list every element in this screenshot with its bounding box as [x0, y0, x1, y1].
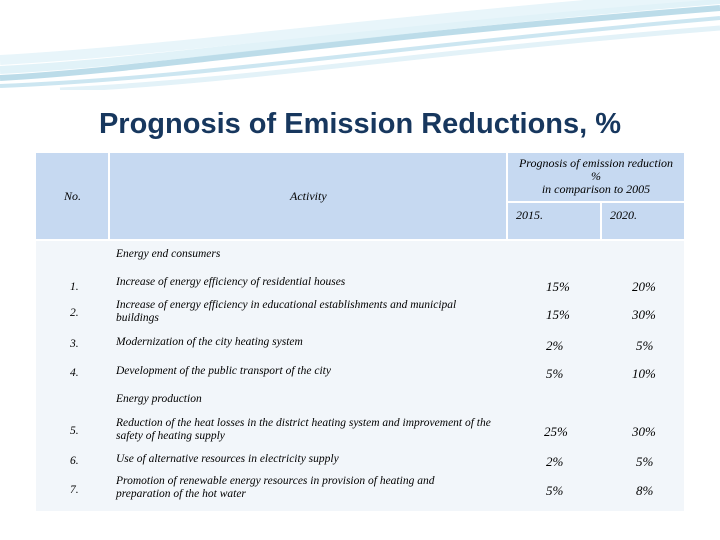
header-prognosis-line1: Prognosis of emission reduction [518, 156, 674, 170]
row-value-2020: 10% [632, 366, 656, 381]
row-value-2015: 25% [544, 424, 568, 439]
table-body-background [36, 241, 684, 511]
header-year2-cell [602, 203, 684, 239]
row-value-2020: 30% [632, 424, 656, 439]
row-activity: Reduction of the heat losses in the dist… [116, 417, 491, 442]
row-number: 4. [70, 367, 79, 379]
header-year-2015: 2015. [516, 208, 543, 222]
row-activity: Modernization of the city heating system [116, 336, 303, 348]
row-value-2015: 15% [546, 307, 570, 322]
row-value-2020: 30% [632, 307, 656, 322]
row-number: 2. [70, 307, 79, 319]
section-label-energy-end-consumers: Energy end consumers [116, 248, 221, 260]
row-value-2015: 2% [546, 454, 564, 469]
row-activity: Use of alternative resources in electric… [116, 453, 339, 465]
header-prognosis: Prognosis of emission reduction % in com… [508, 157, 684, 196]
row-activity: Increase of energy efficiency of residen… [116, 276, 346, 288]
header-no: No. [64, 189, 82, 203]
header-year-2020: 2020. [610, 208, 637, 222]
row-value-2020: 5% [636, 338, 654, 353]
header-no-cell [36, 153, 108, 239]
header-year1-cell [508, 203, 600, 239]
row-activity: Development of the public transport of t… [116, 365, 331, 377]
header-prognosis-line2: % [591, 169, 601, 183]
row-number: 3. [70, 338, 79, 350]
row-number: 6. [70, 455, 79, 467]
row-activity: Promotion of renewable energy resources … [116, 475, 435, 500]
row-value-2015: 15% [546, 279, 570, 294]
row-number: 1. [70, 281, 79, 293]
header-activity-cell [110, 153, 506, 239]
row-value-2015: 5% [546, 483, 564, 498]
row-value-2020: 20% [632, 279, 656, 294]
header-prognosis-cell [508, 153, 684, 201]
row-number: 7. [70, 484, 79, 496]
decorative-waves [0, 0, 720, 90]
row-value-2015: 5% [546, 366, 564, 381]
row-number: 5. [70, 425, 79, 437]
page-title: Prognosis of Emission Reductions, % [98, 108, 622, 140]
header-prognosis-line3: in comparison to 2005 [541, 182, 651, 196]
row-activity: Increase of energy efficiency in educati… [116, 299, 457, 324]
row-value-2020: 5% [636, 454, 654, 469]
row-value-2015: 2% [546, 338, 564, 353]
row-value-2020: 8% [636, 483, 654, 498]
header-activity: Activity [290, 189, 327, 203]
section-label-energy-production: Energy production [116, 393, 202, 405]
